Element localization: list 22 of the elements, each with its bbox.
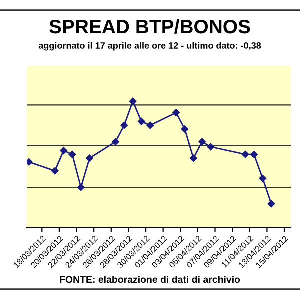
chart-title: SPREAD BTP/BONOS [50,19,250,34]
point [86,154,94,162]
point [129,98,137,106]
source-note: FONTE: elaborazione di dati di archivio [60,276,240,284]
point [51,167,59,175]
point [242,150,250,158]
point [198,138,206,146]
chart-subtitle: aggiornato il 17 aprile alle ore 12 - ultimo dato: -0,38 [38,42,262,51]
point [138,118,146,126]
point [77,184,85,192]
point [112,138,120,146]
point [250,150,258,158]
point [181,126,189,133]
point [120,122,128,130]
point [207,143,215,151]
point [68,150,76,158]
point [190,154,198,162]
point [172,109,180,116]
point [146,122,154,130]
point [60,147,68,154]
point [259,175,267,182]
point [268,200,276,208]
